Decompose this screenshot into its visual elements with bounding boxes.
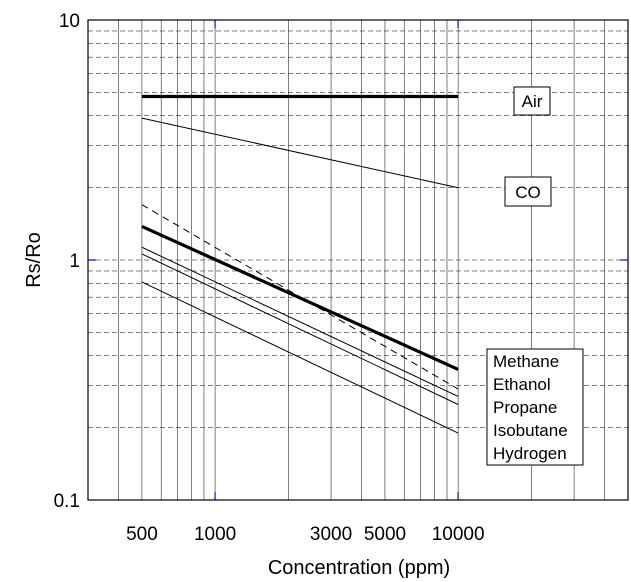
x-tick-label: 500 [126, 524, 158, 545]
series-line-6 [141, 281, 459, 434]
y-axis-title: Rs/Ro [23, 232, 45, 288]
air-label-box: Air [513, 86, 551, 116]
x-tick-label: 3000 [310, 524, 352, 545]
grid-lines [88, 20, 628, 500]
legend-methane: Methane [493, 352, 559, 371]
y-tick-label: 1 [69, 251, 80, 272]
data-series [141, 94, 459, 434]
series-line-5 [141, 253, 459, 405]
legend-propane: Propane [493, 398, 557, 417]
co-label-box: CO [504, 176, 552, 207]
x-tick-label: 5000 [364, 524, 406, 545]
x-axis-title: Concentration (ppm) [268, 557, 450, 579]
series-line-co [141, 117, 459, 189]
tick-labels: 500 1000 3000 5000 10000 10 1 0.1 [54, 11, 485, 545]
gas-legend-box: Methane Ethanol Propane Isobutane Hydrog… [486, 348, 584, 466]
series-line-3 [141, 224, 459, 371]
legend-hydrogen: Hydrogen [493, 444, 567, 463]
legend-ethanol: Ethanol [493, 375, 551, 394]
x-tick-label: 1000 [194, 524, 236, 545]
y-tick-label: 10 [59, 11, 80, 32]
x-tick-label: 10000 [432, 524, 485, 545]
air-label: Air [522, 92, 543, 111]
co-label: CO [515, 183, 541, 202]
series-line-4 [141, 246, 459, 397]
y-tick-label: 0.1 [54, 491, 80, 512]
legend-isobutane: Isobutane [493, 421, 568, 440]
plot-frame [87, 19, 629, 501]
